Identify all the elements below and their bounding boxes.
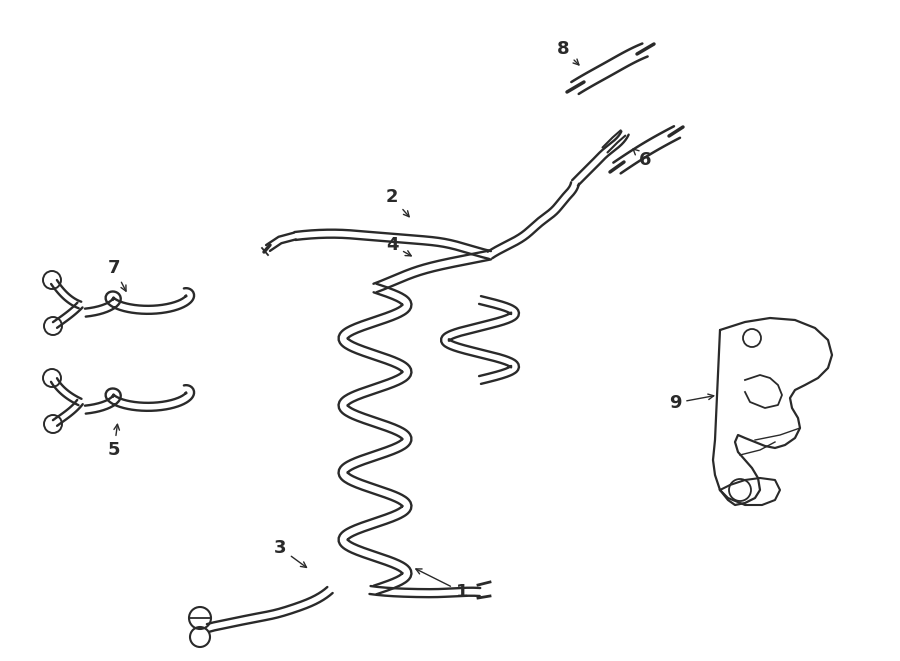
Text: 3: 3 (274, 539, 307, 567)
Text: 5: 5 (108, 424, 121, 459)
Text: 4: 4 (386, 236, 411, 256)
Text: 2: 2 (386, 188, 410, 217)
Text: 7: 7 (108, 259, 126, 291)
Text: 6: 6 (633, 149, 652, 169)
Text: 8: 8 (557, 40, 579, 65)
Text: 9: 9 (669, 394, 714, 412)
Text: 1: 1 (416, 569, 468, 601)
